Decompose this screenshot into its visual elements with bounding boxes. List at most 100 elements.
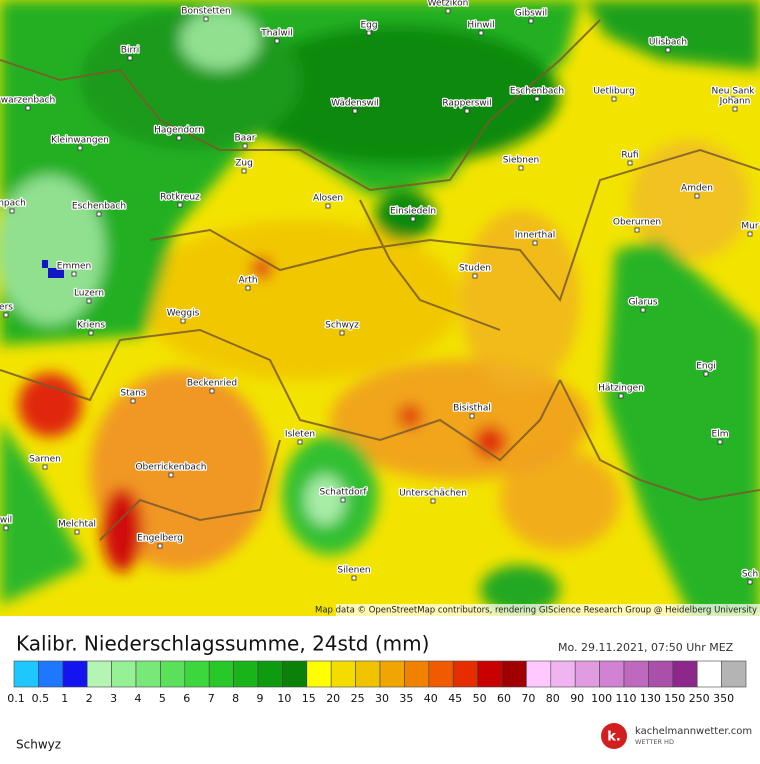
place-dot xyxy=(77,145,83,151)
place-label: Bonstetten xyxy=(181,7,230,17)
place-label: Mur xyxy=(741,222,758,232)
place-dot xyxy=(25,105,31,111)
place-dot xyxy=(532,240,538,246)
place-label: warzenbach xyxy=(1,96,55,106)
legend-label: 100 xyxy=(591,692,612,705)
place-label: Melchtal xyxy=(58,520,96,530)
legend-label: 350 xyxy=(713,692,734,705)
place-dot xyxy=(340,497,346,503)
place-dot xyxy=(88,330,94,336)
place-label: Hagendorn xyxy=(154,126,204,136)
place-label: Silenen xyxy=(337,566,370,576)
place-label: Hinwil xyxy=(467,21,494,31)
legend-swatch xyxy=(160,660,186,688)
legend-label: 6 xyxy=(183,692,190,705)
place-dot xyxy=(130,398,136,404)
place-dot xyxy=(351,575,357,581)
legend-label: 1 xyxy=(61,692,68,705)
place-dot xyxy=(339,330,345,336)
legend-swatch xyxy=(62,660,88,688)
legend-label: 7 xyxy=(208,692,215,705)
legend-swatch xyxy=(330,660,356,688)
place-label: Schwyz xyxy=(325,321,359,331)
legend-swatch xyxy=(696,660,722,688)
legend-label: 3 xyxy=(110,692,117,705)
place-dot xyxy=(665,47,671,53)
legend-label: 45 xyxy=(448,692,462,705)
place-dot xyxy=(297,439,303,445)
legend-label: 10 xyxy=(277,692,291,705)
place-label: Wetzikon xyxy=(428,0,469,9)
place-dot xyxy=(177,202,183,208)
place-dot xyxy=(3,312,9,318)
legend-label: 250 xyxy=(689,692,710,705)
place-dot xyxy=(534,96,540,102)
legend-swatch xyxy=(135,660,161,688)
legend-swatch xyxy=(38,660,64,688)
place-dot xyxy=(168,472,174,478)
legend-label: 90 xyxy=(570,692,584,705)
attribution: Map data © OpenStreetMap contributors, r… xyxy=(315,606,757,616)
place-label: Glarus xyxy=(628,298,657,308)
place-dot xyxy=(180,318,186,324)
place-dot xyxy=(366,30,372,36)
place-dot xyxy=(717,439,723,445)
place-dot xyxy=(3,525,9,531)
place-label: Arth xyxy=(238,276,257,286)
region-label: Schwyz xyxy=(16,738,61,752)
place-dot xyxy=(325,203,331,209)
place-dot xyxy=(176,135,182,141)
place-dot xyxy=(469,413,475,419)
place-label: Eschenbach xyxy=(510,87,564,97)
legend-swatch xyxy=(282,660,308,688)
place-dot xyxy=(732,106,738,112)
place-dot xyxy=(464,108,470,114)
place-dot xyxy=(611,96,617,102)
place-dot xyxy=(528,18,534,24)
place-label: Elm xyxy=(712,430,729,440)
legend-swatch xyxy=(648,660,674,688)
legend-label: 150 xyxy=(664,692,685,705)
place-label: Engelberg xyxy=(137,534,183,544)
legend-swatch xyxy=(526,660,552,688)
legend-swatch xyxy=(233,660,259,688)
place-label: Weggis xyxy=(167,309,200,319)
place-label: Oberrickenbach xyxy=(135,463,206,473)
precipitation-map: Wetzikon Bonstetten Egg Hinwil Gibswil Thalwi… xyxy=(0,0,760,616)
place-label: Gibswil xyxy=(515,9,547,19)
place-dot xyxy=(157,543,163,549)
place-label: Beckenried xyxy=(187,379,237,389)
place-label: Zug xyxy=(235,159,253,169)
place-dot xyxy=(747,579,753,585)
legend-swatch xyxy=(404,660,430,688)
legend-label: 70 xyxy=(521,692,535,705)
legend-label: 4 xyxy=(135,692,142,705)
place-label: Bisisthal xyxy=(453,404,491,414)
place-label: Stans xyxy=(120,389,145,399)
place-label: Birri xyxy=(121,46,139,56)
place-label: ers xyxy=(0,303,13,313)
legend-label: 8 xyxy=(232,692,239,705)
place-dot xyxy=(410,216,416,222)
place-dot xyxy=(634,227,640,233)
place-label: Rufi xyxy=(621,151,638,161)
place-label: Eschenbach xyxy=(72,202,126,212)
legend-swatch xyxy=(86,660,112,688)
place-label: Emmen xyxy=(57,262,91,272)
place-dot xyxy=(747,231,753,237)
place-label: Alosen xyxy=(313,194,343,204)
logo-mark: k. xyxy=(607,730,621,745)
place-dot xyxy=(618,393,624,399)
place-dot xyxy=(703,371,709,377)
place-label: Isleten xyxy=(285,430,315,440)
legend-label: 25 xyxy=(351,692,365,705)
place-label: Ulisbach xyxy=(649,38,687,48)
legend-label: 30 xyxy=(375,692,389,705)
brand-sub: WETTER HD xyxy=(635,738,674,746)
place-dot xyxy=(9,208,15,214)
place-label: wil xyxy=(0,516,12,526)
legend-swatch xyxy=(355,660,381,688)
place-label: Sch xyxy=(742,570,758,580)
place-dot xyxy=(96,211,102,217)
